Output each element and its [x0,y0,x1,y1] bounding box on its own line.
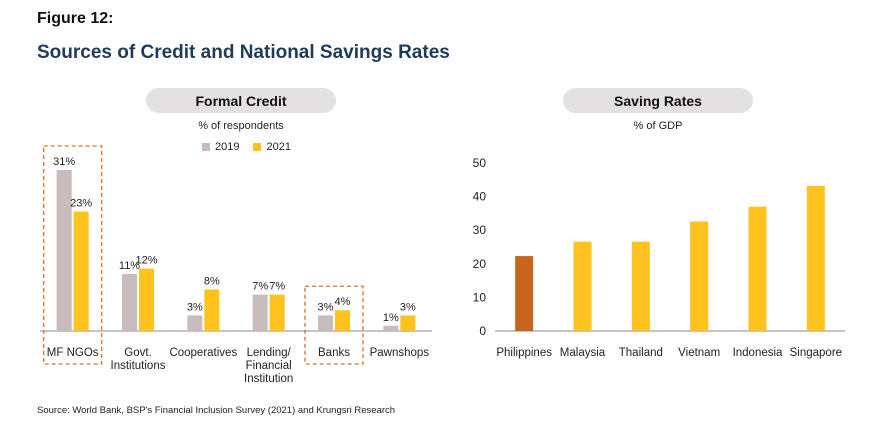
legend-item-2021: 2021 [253,141,291,153]
bar-0 [515,256,534,331]
bar-2021-5 [400,315,416,331]
category-label-2-0: Cooperatives [169,347,237,359]
legend-label-2019: 2019 [215,141,240,153]
data-label-2021-3: 7% [269,281,285,293]
category-label-1-0: Govt. [124,347,151,359]
saving-rates-chart: 0 10 20 30 40 50 Philippines Malaysia Thailand Vi… [473,156,845,359]
category-label-5: Singapore [790,347,842,359]
data-label-2021-5: 3% [400,301,416,313]
data-label-2019-4: 3% [318,301,334,313]
y-tick-label-4: 40 [473,190,487,204]
formal-credit-chart: 31% 23% MF NGOs 11%12% Govt.Institutions 3% 8%… [40,145,432,385]
y-tick-label-3: 30 [473,223,487,237]
category-label-5-0: Pawnshops [370,347,430,359]
bar-2019-1 [122,273,137,331]
bar-3 [690,221,709,331]
bar-2021-3 [269,294,285,331]
category-label-3: Vietnam [678,347,720,359]
bar-1 [573,241,592,331]
data-label-2019-0: 31% [53,156,75,168]
category-label-2: Thailand [619,347,663,359]
data-label-2019-5: 1% [383,312,399,324]
category-label-4-0: Banks [318,347,350,359]
data-label-2019-1: 11% [119,260,140,272]
data-label-2021-2: 8% [204,275,220,287]
saving-rates-subtitle: % of GDP [633,120,683,132]
bar-2019-0 [56,170,72,331]
bar-5 [806,185,825,331]
y-tick-label-2: 20 [473,257,487,271]
saving-rates-title: Saving Rates [563,88,753,113]
formal-credit-subtitle: % of respondents [198,120,284,132]
data-label-2019-3: 7% [252,281,268,293]
source-note: Source: World Bank, BSP's Financial Incl… [37,405,396,416]
highlight-box-0 [43,145,103,365]
bar-2021-0 [73,211,89,331]
category-label-4: Indonesia [733,347,783,359]
data-label-2021-4: 4% [335,296,351,308]
highlight-box-4 [304,285,364,365]
bar-4 [748,206,767,331]
category-label-3-1: Financial [246,360,292,372]
category-label-3-0: Lending/ [247,347,292,359]
category-label-1-1: Institutions [111,360,166,372]
legend-label-2021: 2021 [266,141,291,153]
data-label-2021-0: 23% [70,198,92,210]
data-label-2019-2: 3% [187,301,203,313]
category-label-0-0: MF NGOs [47,347,99,359]
bar-2019-3 [252,294,268,331]
legend-swatch-2021 [253,143,262,151]
category-label-3-2: Institution [244,373,293,385]
figure-title: Sources of Credit and National Savings R… [37,42,450,63]
category-label-0: Philippines [496,347,552,359]
data-label-2021-1: 12% [135,255,157,267]
y-tick-label-5: 50 [473,156,487,170]
category-label-1: Malaysia [560,347,606,359]
bar-2 [631,241,650,331]
y-tick-label-0: 0 [479,324,486,338]
y-tick-label-1: 10 [473,290,487,304]
figure-label: Figure 12: [37,10,114,27]
bar-2019-2 [187,315,203,331]
legend-swatch-2019 [202,143,210,151]
legend-item-2019: 2019 [202,141,239,153]
bar-2021-2 [204,289,220,331]
bar-2021-4 [335,310,350,331]
bar-2019-4 [318,315,333,331]
bar-2019-5 [383,325,399,331]
bar-2021-1 [139,268,154,331]
formal-credit-title: Formal Credit [146,88,336,113]
formal-credit-legend: 2019 2021 [202,141,291,153]
